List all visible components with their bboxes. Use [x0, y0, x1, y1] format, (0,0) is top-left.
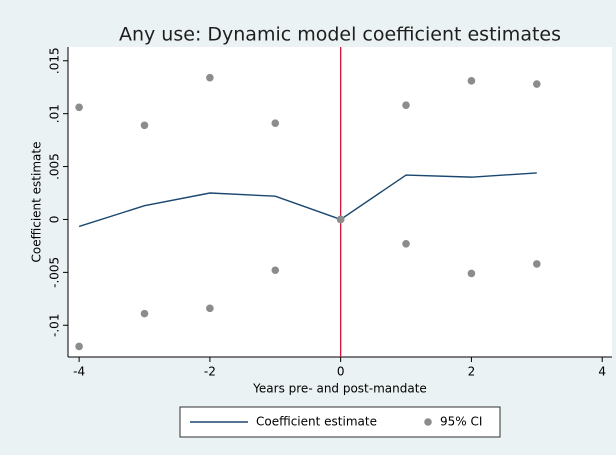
x-axis-label: Years pre- and post-mandate [252, 382, 427, 396]
y-axis-label: Coefficient estimate [30, 142, 44, 263]
ci-point [336, 215, 345, 224]
ci-point [271, 266, 280, 275]
x-tick-label: 0 [337, 365, 345, 379]
ci-point [467, 269, 476, 278]
x-tick-label: 4 [598, 365, 606, 379]
legend-label: Coefficient estimate [256, 415, 377, 429]
x-tick-label: -2 [204, 365, 216, 379]
x-tick-label: 2 [468, 365, 476, 379]
legend-label: 95% CI [440, 415, 482, 429]
line [78, 172, 537, 228]
ci-point [533, 260, 541, 268]
ci-point [533, 80, 541, 88]
y-tick-label: .005 [48, 153, 62, 180]
y-tick-label: .01 [48, 104, 62, 123]
ci-point [271, 119, 280, 127]
ci-point [206, 304, 214, 313]
legend-marker [424, 418, 432, 426]
ci-point [140, 121, 149, 130]
ci-point [140, 309, 149, 318]
chart-title: Any use: Dynamic model coefficient estim… [119, 24, 561, 46]
y-tick-label: -.01 [48, 314, 62, 337]
ci-point [467, 77, 476, 85]
y-tick-label: -.005 [48, 257, 62, 288]
plot-area [68, 47, 612, 357]
ci-point [402, 239, 410, 248]
x-tick-label: -4 [73, 365, 85, 379]
y-tick-label: 0 [48, 216, 62, 224]
ci-point [75, 103, 83, 112]
ci-point [75, 342, 83, 351]
ci-point [402, 101, 410, 109]
ci-point [206, 73, 214, 82]
y-tick-label: .015 [48, 47, 62, 74]
